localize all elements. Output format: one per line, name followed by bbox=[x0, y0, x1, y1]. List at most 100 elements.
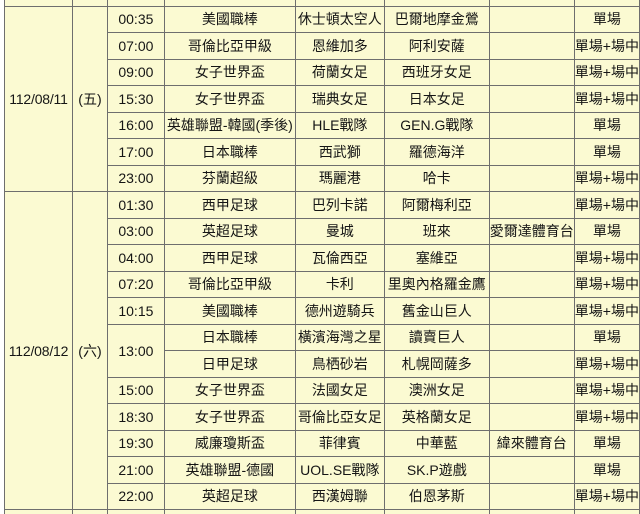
schedule-row: 03:00 英超足球 曼城 班來 愛爾達體育台 單場 bbox=[5, 217, 640, 245]
away-team-cell: 哈卡 bbox=[383, 164, 490, 192]
bet-type-cell: 單場+場中 bbox=[573, 32, 640, 60]
bet-type-cell: 單場 bbox=[573, 429, 640, 457]
bet-type-cell: 單場+場中 bbox=[573, 244, 640, 272]
tv-channel-cell bbox=[488, 403, 575, 431]
time-cell: 01:30 bbox=[106, 191, 165, 219]
league-cell: 芬蘭超級 bbox=[163, 164, 296, 192]
away-team-cell: 英格蘭女足 bbox=[383, 403, 490, 431]
bet-type-cell: 單場+場中 bbox=[573, 350, 640, 378]
date-cell bbox=[4, 0, 73, 7]
schedule-row: 23:00 芬蘭超級 瑪麗港 哈卡 單場+場中 bbox=[5, 164, 640, 192]
tv-channel-cell bbox=[488, 164, 575, 192]
away-team-cell: 中華藍 bbox=[383, 429, 490, 457]
schedule-row: 112/08/12 (六) 01:30 西甲足球 巴列卡諾 阿爾梅利亞 單場+場中 bbox=[4, 191, 640, 510]
date-cell bbox=[4, 509, 73, 514]
league-cell: 英雄聯盟-韓國(季後) bbox=[163, 111, 296, 139]
time-cell: 18:30 bbox=[106, 403, 165, 431]
schedule-row: 15:30 女子世界盃 瑞典女足 日本女足 單場+場中 bbox=[5, 85, 640, 113]
bet-type-cell: 單場 bbox=[573, 217, 640, 245]
home-team-cell: 橫濱海灣之星 bbox=[294, 323, 385, 351]
tv-channel-cell bbox=[488, 5, 575, 33]
schedule-row: 07:20 哥倫比亞甲級 卡利 里奧內格羅金鷹 單場+場中 bbox=[5, 270, 640, 298]
home-team-cell: 菲律賓 bbox=[294, 429, 385, 457]
time-cell: 22:00 bbox=[106, 482, 165, 510]
home-team-cell: 法國女足 bbox=[294, 376, 385, 404]
tv-channel-cell bbox=[488, 32, 575, 60]
away-team-cell: 讀賣巨人 bbox=[383, 323, 490, 351]
away-team-cell: 巴爾地摩金鶯 bbox=[383, 5, 490, 33]
home-team-cell bbox=[294, 0, 385, 7]
time-cell: 09:00 bbox=[106, 58, 165, 86]
schedule-row: 112/08/11 (五) 00:35 美國職棒 休士頓太空人 巴爾地摩金鶯 單場 bbox=[4, 5, 640, 192]
bet-type-cell: 單場+場中 bbox=[573, 403, 640, 431]
time-cell: 13:00 bbox=[106, 323, 165, 378]
league-cell bbox=[163, 509, 296, 514]
time-cell: 23:00 bbox=[106, 164, 165, 192]
time-cell: 04:00 bbox=[106, 244, 165, 272]
league-cell: 英雄聯盟-德國 bbox=[163, 456, 296, 484]
partial-row bbox=[4, 509, 640, 514]
home-team-cell: 鳥栖砂岩 bbox=[294, 350, 385, 378]
tv-channel-cell bbox=[488, 350, 575, 378]
tv-channel-cell bbox=[488, 482, 575, 510]
league-cell: 英超足球 bbox=[163, 482, 296, 510]
tv-channel-cell bbox=[488, 191, 575, 219]
time-cell: 16:00 bbox=[106, 111, 165, 139]
bet-type-cell: 單場+場中 bbox=[573, 164, 640, 192]
home-team-cell: 瑞典女足 bbox=[294, 85, 385, 113]
schedule-row: 19:30 威廉瓊斯盃 菲律賓 中華藍 緯來體育台 單場 bbox=[5, 429, 640, 457]
away-team-cell: 舊金山巨人 bbox=[383, 297, 490, 325]
weekday-cell bbox=[71, 509, 108, 514]
time-cell: 10:15 bbox=[106, 297, 165, 325]
league-cell bbox=[163, 0, 296, 7]
bet-type-cell: 單場+場中 bbox=[573, 58, 640, 86]
home-team-cell: 德州遊騎兵 bbox=[294, 297, 385, 325]
tv-channel-cell bbox=[488, 323, 575, 351]
home-team-cell: 巴列卡諾 bbox=[294, 191, 385, 219]
schedule-row: 07:00 哥倫比亞甲級 恩維加多 阿利安薩 單場+場中 bbox=[5, 32, 640, 60]
bet-type-cell: 單場 bbox=[573, 111, 640, 139]
league-cell: 威廉瓊斯盃 bbox=[163, 429, 296, 457]
tv-channel-cell: 緯來體育台 bbox=[488, 429, 575, 457]
tv-channel-cell: 愛爾達體育台 bbox=[488, 217, 575, 245]
home-team-cell: 休士頓太空人 bbox=[294, 5, 385, 33]
league-cell: 日本職棒 bbox=[163, 323, 296, 351]
league-cell: 哥倫比亞甲級 bbox=[163, 32, 296, 60]
time-cell bbox=[106, 509, 165, 514]
home-team-cell: 哥倫比亞女足 bbox=[294, 403, 385, 431]
schedule-row: 17:00 日本職棒 西武獅 羅德海洋 單場 bbox=[5, 138, 640, 166]
tv-channel-cell bbox=[488, 58, 575, 86]
schedule-row: 04:00 西甲足球 瓦倫西亞 塞維亞 單場+場中 bbox=[5, 244, 640, 272]
time-cell: 15:00 bbox=[106, 376, 165, 404]
home-team-cell: 卡利 bbox=[294, 270, 385, 298]
bet-type-cell: 單場+場中 bbox=[573, 85, 640, 113]
schedule-table: 112/08/11 (五) 00:35 美國職棒 休士頓太空人 巴爾地摩金鶯 單場 07:00… bbox=[4, 0, 640, 514]
time-cell: 21:00 bbox=[106, 456, 165, 484]
away-team-cell: 塞維亞 bbox=[383, 244, 490, 272]
league-cell: 女子世界盃 bbox=[163, 58, 296, 86]
time-cell: 19:30 bbox=[106, 429, 165, 457]
tv-channel-cell bbox=[488, 138, 575, 166]
away-team-cell: SK.P遊戲 bbox=[383, 456, 490, 484]
date-cell: 112/08/11 bbox=[4, 5, 73, 192]
league-cell: 日甲足球 bbox=[163, 350, 296, 378]
bet-type-cell: 單場+場中 bbox=[573, 191, 640, 219]
bet-type-cell bbox=[573, 0, 640, 7]
partial-row bbox=[4, 0, 640, 7]
home-team-cell: 曼城 bbox=[294, 217, 385, 245]
league-cell: 女子世界盃 bbox=[163, 376, 296, 404]
bet-type-cell: 單場 bbox=[573, 323, 640, 351]
league-cell: 美國職棒 bbox=[163, 297, 296, 325]
away-team-cell bbox=[383, 509, 490, 514]
away-team-cell: 阿爾梅利亞 bbox=[383, 191, 490, 219]
schedule-row: 10:15 美國職棒 德州遊騎兵 舊金山巨人 單場+場中 bbox=[5, 297, 640, 325]
away-team-cell: 澳洲女足 bbox=[383, 376, 490, 404]
away-team-cell: 伯恩茅斯 bbox=[383, 482, 490, 510]
league-cell: 西甲足球 bbox=[163, 191, 296, 219]
home-team-cell: 荷蘭女足 bbox=[294, 58, 385, 86]
home-team-cell: 恩維加多 bbox=[294, 32, 385, 60]
away-team-cell: 班來 bbox=[383, 217, 490, 245]
away-team-cell: 羅德海洋 bbox=[383, 138, 490, 166]
home-team-cell: 西漢姆聯 bbox=[294, 482, 385, 510]
